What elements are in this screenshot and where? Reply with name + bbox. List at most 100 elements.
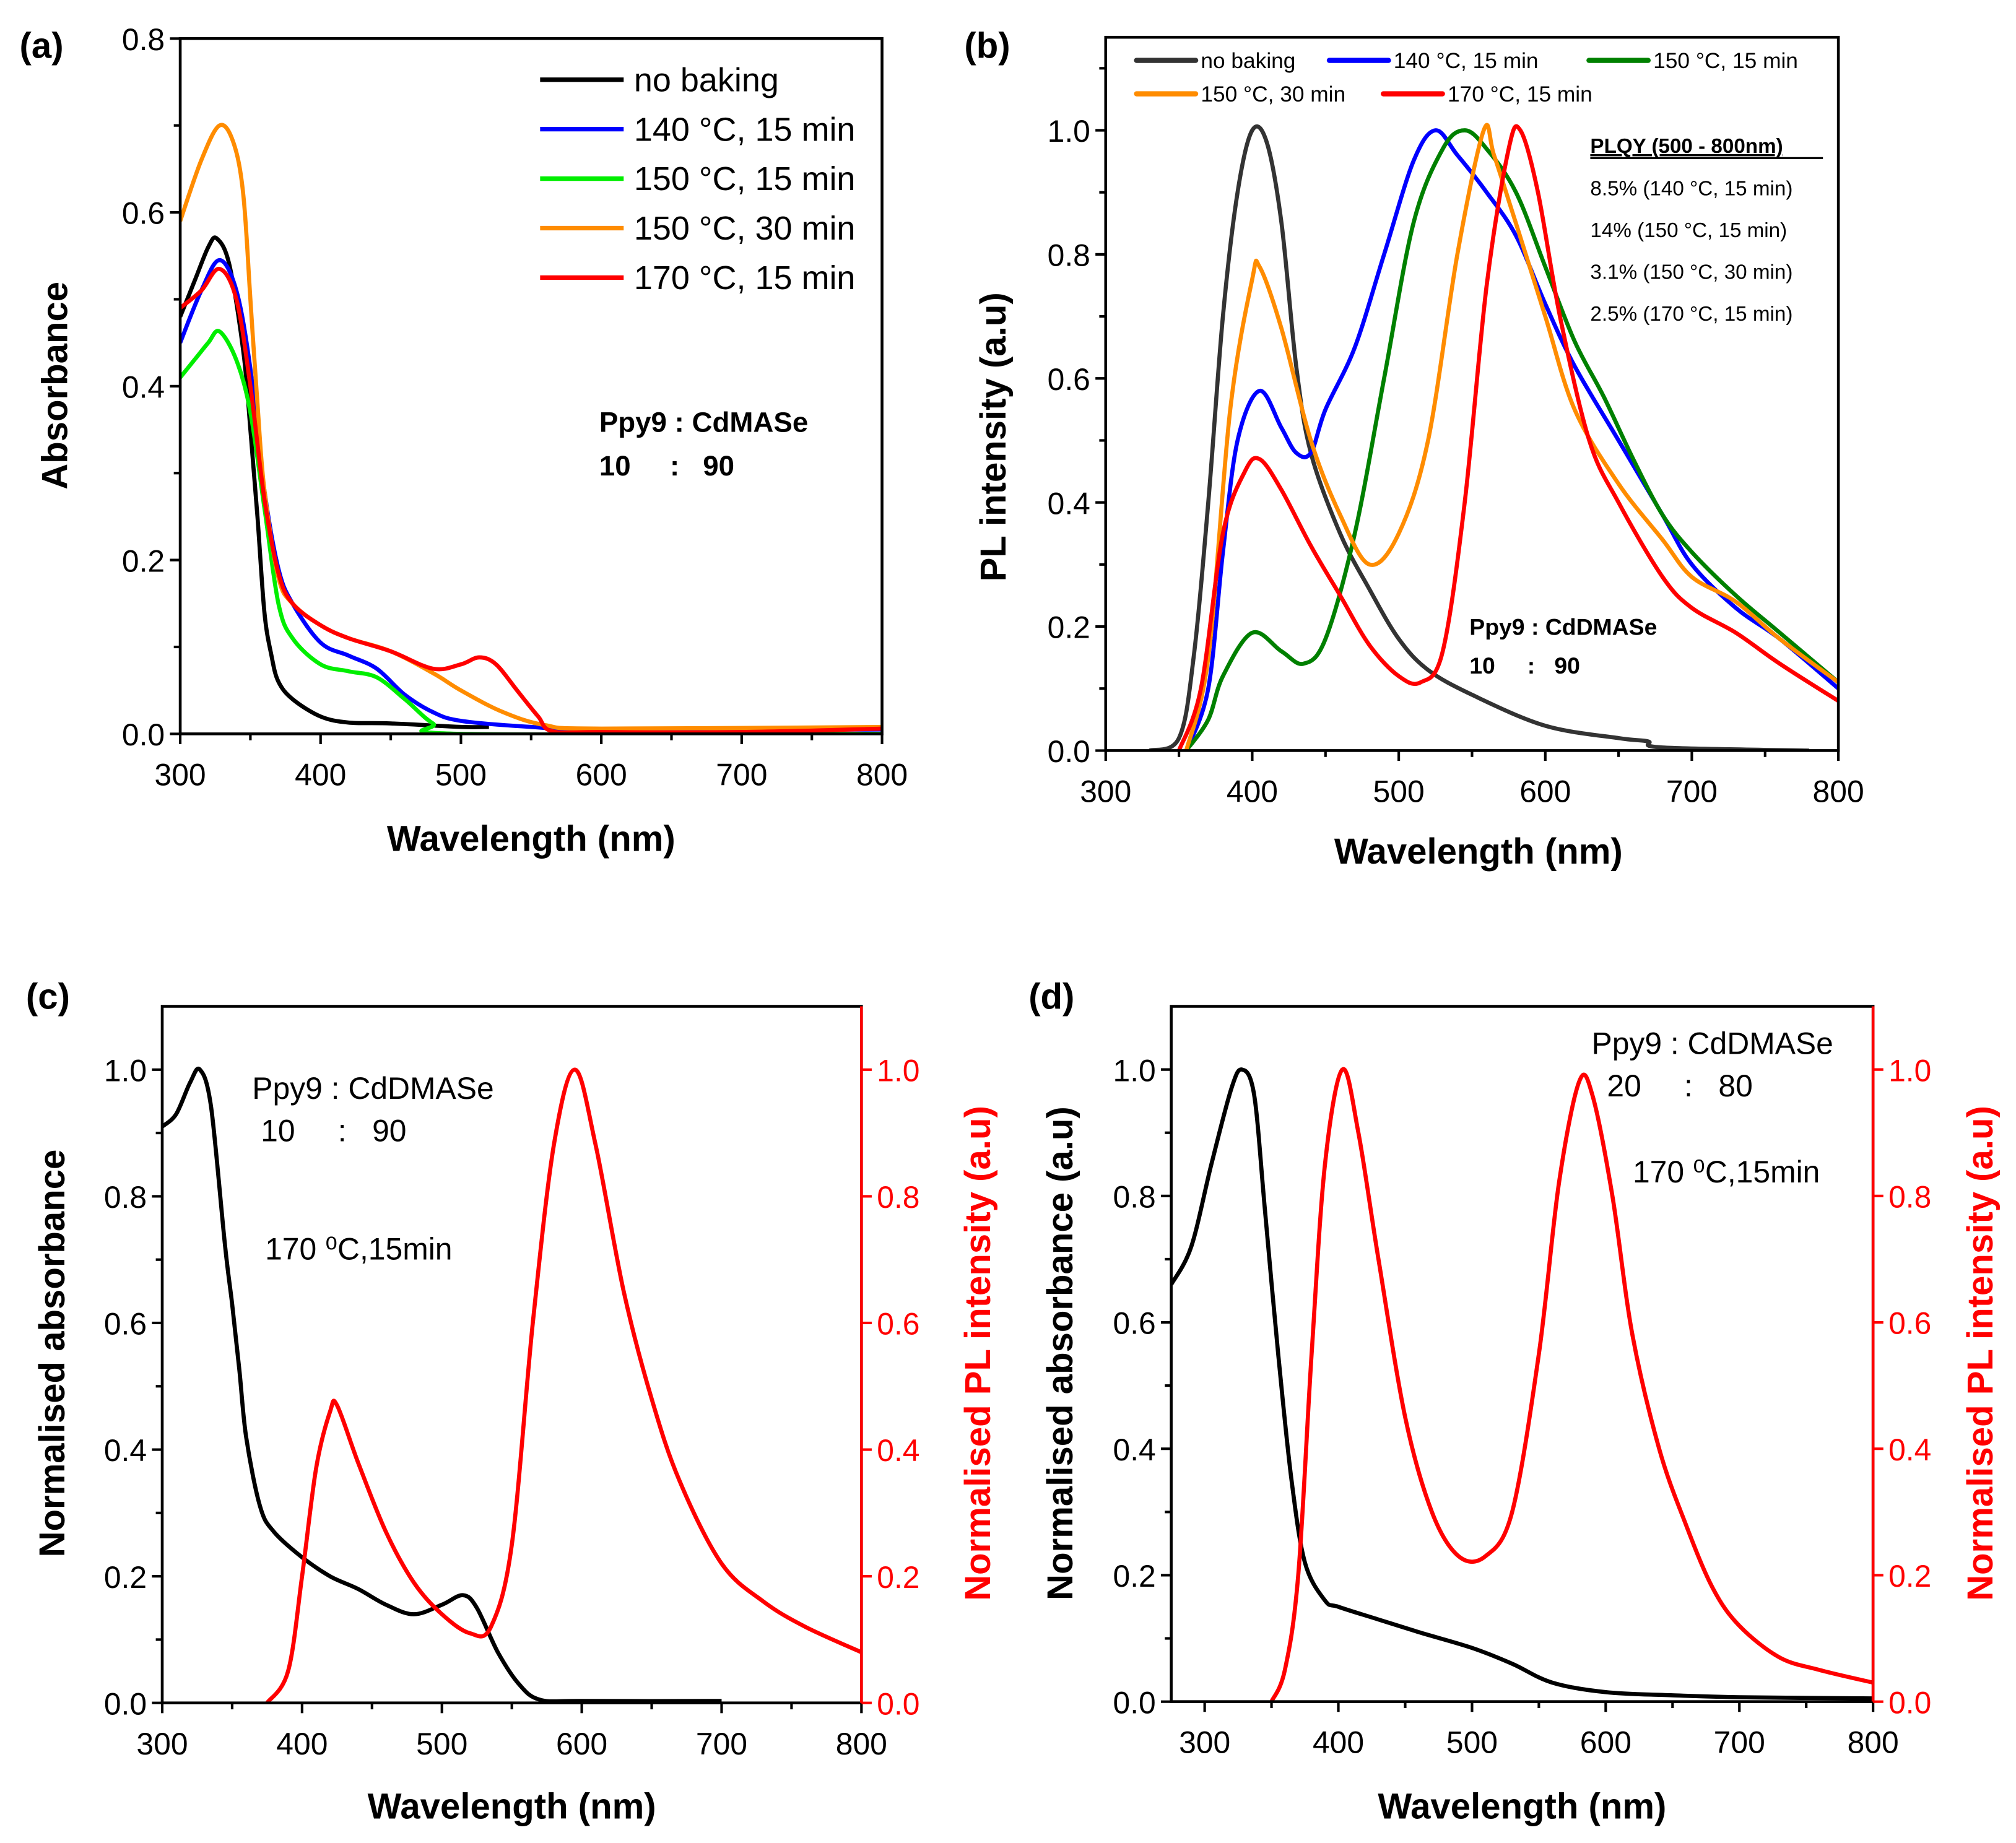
x-tick-label: 800 [836, 1727, 887, 1761]
x-tick-label: 400 [295, 757, 346, 792]
legend-label: no baking [1201, 49, 1295, 73]
series-line-1 [180, 258, 882, 732]
x-tick-label: 800 [1813, 774, 1864, 809]
plqy-value: 3.1% (150 °C, 30 min) [1590, 261, 1792, 284]
panel-label: (c) [26, 977, 70, 1017]
x-tick-label: 500 [435, 757, 487, 792]
y2-tick-label: 0.8 [1888, 1180, 1931, 1215]
legend-label: no baking [634, 61, 779, 98]
legend-label: 150 °C, 30 min [634, 210, 856, 247]
x-tick-label: 600 [576, 757, 627, 792]
legend-label: 140 °C, 15 min [634, 111, 856, 148]
y-axis-label: Normalised absorbance [32, 1150, 72, 1558]
series-line-1 [265, 1067, 862, 1703]
x-tick-label: 600 [1519, 774, 1571, 809]
y2-tick-label: 0.4 [877, 1433, 919, 1468]
y-tick-label: 0.4 [122, 370, 165, 405]
y-tick-label: 0.2 [104, 1560, 147, 1595]
y-tick-label: 0.4 [104, 1433, 147, 1468]
x-tick-label: 700 [1714, 1725, 1765, 1760]
legend-label: 150 °C, 30 min [1201, 82, 1345, 106]
y-tick-label: 0.0 [104, 1686, 147, 1721]
series-line-0 [180, 235, 489, 729]
series-line-0 [162, 1066, 722, 1703]
x-tick-label: 700 [696, 1727, 747, 1761]
y-tick-label: 0.6 [122, 196, 165, 231]
y-axis-label: PL intensity (a.u) [973, 292, 1014, 581]
annotation: Ppy9 : CdDMASe [252, 1071, 493, 1106]
annotation: 170 ⁰C,15min [1633, 1155, 1820, 1189]
annotation: Ppy9 : CdMASe [599, 407, 808, 438]
y-tick-label: 0.0 [1113, 1685, 1155, 1720]
x-tick-label: 300 [1179, 1725, 1230, 1760]
y-tick-label: 0.2 [122, 544, 165, 578]
panel-label: (b) [964, 25, 1010, 66]
y-tick-label: 0.2 [1113, 1559, 1155, 1594]
legend-label: 140 °C, 15 min [1394, 49, 1539, 73]
plqy-value: 8.5% (140 °C, 15 min) [1590, 178, 1792, 201]
x-tick-label: 300 [1080, 774, 1131, 809]
y-axis-label: Absorbance [35, 282, 75, 490]
y-tick-label: 0.8 [1048, 238, 1090, 273]
annotation: 10 : 90 [252, 1113, 406, 1148]
series-line-3 [1184, 123, 1839, 751]
series-line-2 [180, 329, 882, 734]
x-tick-label: 800 [1848, 1725, 1899, 1760]
legend: no baking 140 °C, 15 min 150 °C, 15 min 150… [1134, 49, 1798, 106]
legend-label: 150 °C, 15 min [634, 160, 856, 197]
y-tick-label: 0.8 [1113, 1180, 1155, 1215]
y-axis-label: Normalised absorbance (a.u) [1040, 1106, 1080, 1600]
panel-a: 300 400 500 600 700 800 0.0 0.2 0.4 0.6 0.8 (a) Wave… [20, 22, 908, 859]
y-tick-label: 0.0 [1048, 734, 1090, 769]
x-tick-label: 500 [1446, 1725, 1498, 1760]
legend: no baking 140 °C, 15 min 150 °C, 15 min 150… [540, 61, 855, 297]
y-tick-label: 1.0 [1048, 114, 1090, 149]
y-tick-label: 0.6 [1113, 1306, 1155, 1341]
y-tick-label: 1.0 [1113, 1053, 1155, 1088]
annotation: Ppy9 : CdDMASe [1469, 614, 1657, 640]
annotation: 10 : 90 [1469, 653, 1580, 679]
x-axis-label: Wavelength (nm) [387, 818, 676, 859]
y2-tick-label: 0.2 [1888, 1559, 1931, 1594]
annotation: Ppy9 : CdDMASe [1592, 1026, 1833, 1060]
series-line-0 [1171, 1067, 1874, 1701]
y-tick-label: 1.0 [104, 1053, 147, 1088]
y-tick-label: 0.0 [122, 718, 165, 752]
x-tick-label: 700 [716, 757, 767, 792]
x-tick-label: 600 [556, 1727, 607, 1761]
y2-tick-label: 0.6 [1888, 1306, 1931, 1341]
panel-label: (d) [1028, 977, 1074, 1017]
y-tick-label: 0.4 [1113, 1433, 1155, 1467]
x-tick-label: 500 [416, 1727, 467, 1761]
series-line-4 [1176, 124, 1839, 751]
y2-tick-label: 0.0 [877, 1686, 919, 1721]
x-tick-label: 400 [1313, 1725, 1364, 1760]
legend-label: 170 °C, 15 min [1448, 82, 1592, 106]
panel-b: 300 400 500 600 700 800 0.0 0.2 0.4 0.6 0.8 1.0 (b) W… [964, 25, 1864, 872]
x-tick-label: 500 [1373, 774, 1425, 809]
y2-tick-label: 0.6 [877, 1307, 919, 1342]
y2-tick-label: 1.0 [1888, 1053, 1931, 1088]
y-tick-label: 0.2 [1048, 610, 1090, 645]
y-tick-label: 0.8 [104, 1180, 147, 1215]
annotation: 20 : 80 [1607, 1069, 1752, 1103]
y-tick-label: 0.4 [1048, 486, 1090, 521]
plqy-value: 2.5% (170 °C, 15 min) [1590, 303, 1792, 326]
legend-label: 150 °C, 15 min [1653, 49, 1798, 73]
y2-tick-label: 0.8 [877, 1180, 919, 1215]
x-tick-label: 300 [136, 1727, 188, 1761]
y2-tick-label: 0.4 [1888, 1433, 1931, 1467]
y2-tick-label: 0.0 [1888, 1685, 1931, 1720]
x-axis-label: Wavelength (nm) [1334, 831, 1623, 872]
series-line-4 [180, 266, 882, 734]
legend-label: 170 °C, 15 min [634, 259, 856, 297]
annotation: 10 : 90 [599, 450, 734, 482]
annotation: 170 ⁰C,15min [265, 1231, 452, 1266]
y-tick-label: 0.8 [122, 22, 165, 57]
x-tick-label: 800 [856, 757, 908, 792]
x-tick-label: 700 [1666, 774, 1718, 809]
panel-d: 300 400 500 600 700 800 0.0 0.0 0.2 0.2 0.4 0.4 0.6 0… [1028, 977, 2001, 1827]
x-axis-label: Wavelength (nm) [368, 1787, 656, 1827]
x-tick-label: 400 [276, 1727, 328, 1761]
